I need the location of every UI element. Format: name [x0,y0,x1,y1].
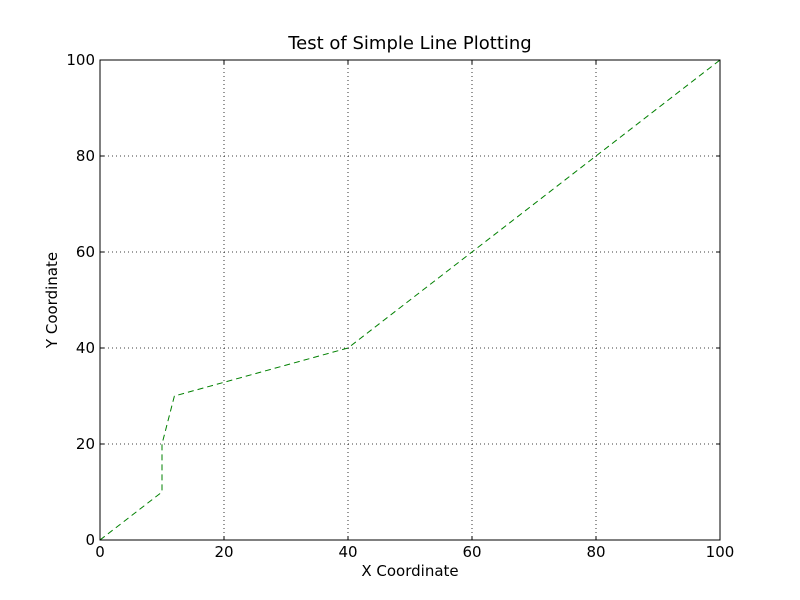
x-tick-label: 100 [706,543,735,561]
y-tick-label: 40 [76,339,95,357]
y-axis-label: Y Coordinate [43,252,61,349]
x-tick-label: 0 [95,543,105,561]
x-tick-label: 20 [214,543,233,561]
x-tick-label: 60 [462,543,481,561]
y-tick-label: 100 [66,51,95,69]
x-tick-label: 80 [586,543,605,561]
plot-frame [99,59,721,541]
y-tick-label: 60 [76,243,95,261]
grid [100,60,720,540]
series-layer [99,59,721,541]
y-tick-labels: 0 20 40 60 80 100 [66,51,95,549]
x-tick-label: 40 [338,543,357,561]
tick-marks [99,59,721,541]
series-line [99,59,721,541]
x-tick-labels: 0 20 40 60 80 100 [95,543,734,561]
y-tick-label: 80 [76,147,95,165]
y-tick-label: 20 [76,435,95,453]
chart-title: Test of Simple Line Plotting [287,33,531,54]
x-axis-label: X Coordinate [361,562,458,580]
y-tick-label: 0 [85,531,95,549]
